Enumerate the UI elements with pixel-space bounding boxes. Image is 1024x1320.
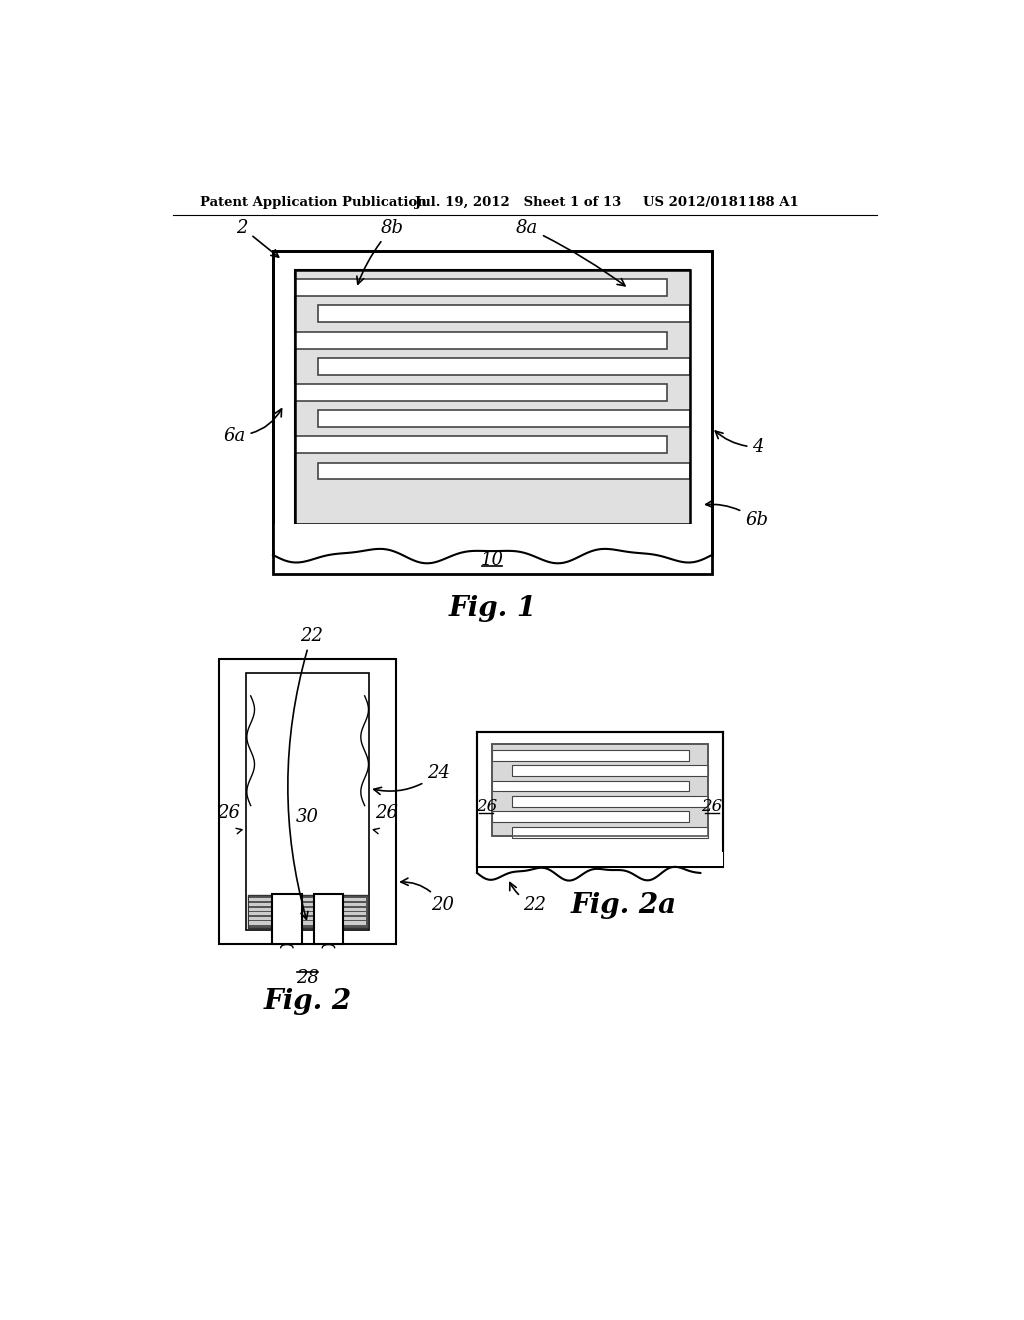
Text: 24: 24 — [374, 764, 451, 795]
Text: 28: 28 — [296, 969, 319, 987]
Bar — [493, 743, 708, 836]
Text: 22: 22 — [510, 883, 547, 915]
Bar — [295, 384, 668, 401]
Bar — [295, 437, 668, 453]
Bar — [248, 895, 368, 928]
Bar — [249, 917, 367, 920]
Text: 8b: 8b — [357, 219, 403, 284]
Text: 30: 30 — [296, 808, 319, 826]
Bar — [249, 912, 367, 915]
Text: Fig. 1: Fig. 1 — [449, 595, 537, 622]
Bar — [477, 733, 724, 867]
Bar — [493, 812, 689, 822]
Text: Fig. 2: Fig. 2 — [263, 989, 351, 1015]
Bar — [273, 251, 712, 574]
Bar — [478, 843, 723, 866]
Bar — [272, 894, 301, 944]
Bar — [512, 766, 708, 776]
Bar — [249, 921, 367, 924]
Text: Patent Application Publication: Patent Application Publication — [200, 195, 427, 209]
Text: 4: 4 — [716, 432, 764, 457]
Bar — [493, 743, 708, 836]
Text: Jul. 19, 2012   Sheet 1 of 13: Jul. 19, 2012 Sheet 1 of 13 — [416, 195, 622, 209]
Bar — [273, 524, 711, 552]
Text: 10: 10 — [481, 552, 504, 569]
Bar — [295, 331, 668, 348]
Bar — [493, 780, 689, 792]
Text: 2: 2 — [237, 219, 279, 257]
Bar — [317, 411, 690, 428]
Text: Fig. 2a: Fig. 2a — [570, 892, 677, 919]
Text: US 2012/0181188 A1: US 2012/0181188 A1 — [643, 195, 799, 209]
Bar — [317, 305, 690, 322]
Text: 26: 26 — [376, 804, 398, 822]
Bar — [219, 659, 396, 944]
Bar — [249, 899, 367, 902]
Bar — [512, 826, 708, 838]
Bar — [249, 908, 367, 911]
Text: 20: 20 — [400, 878, 454, 915]
Bar — [313, 894, 343, 944]
Text: 26: 26 — [701, 799, 723, 816]
Bar — [295, 271, 690, 524]
Text: 26: 26 — [476, 799, 497, 816]
Bar — [295, 271, 690, 524]
Text: 6b: 6b — [706, 500, 768, 529]
Bar — [317, 462, 690, 479]
Bar — [317, 358, 690, 375]
Text: 22: 22 — [288, 627, 323, 919]
Text: 26: 26 — [217, 804, 240, 822]
Bar — [246, 673, 370, 929]
Bar — [295, 280, 668, 296]
Bar — [249, 903, 367, 906]
Bar — [493, 750, 689, 760]
Text: 8a: 8a — [516, 219, 625, 285]
Bar — [295, 271, 690, 524]
Bar — [512, 796, 708, 807]
Text: 6a: 6a — [223, 409, 282, 445]
